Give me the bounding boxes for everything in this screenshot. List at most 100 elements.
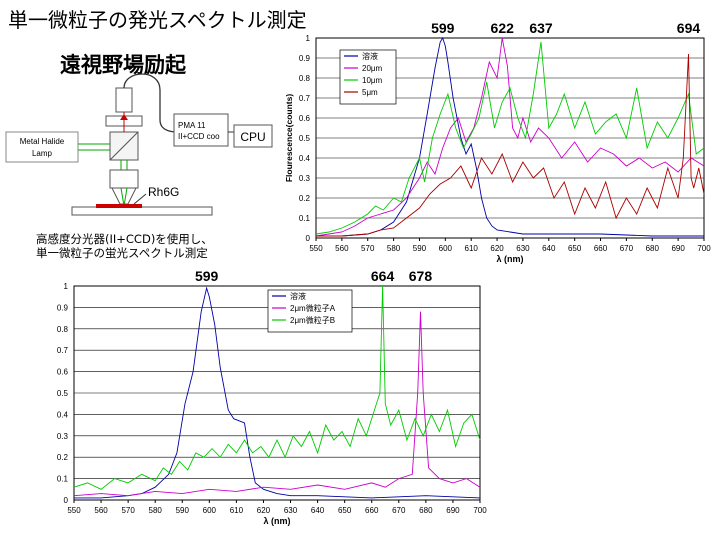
x-tick-label: 560 xyxy=(94,506,108,515)
caption-line-1: 高感度分光器(II+CCD)を使用し、 xyxy=(36,232,213,246)
rh6g-sample xyxy=(96,204,142,208)
apparatus-diagram: Metal Halide Lamp PMA 11 II+CCD coo CPU … xyxy=(5,73,273,216)
x-tick-label: 670 xyxy=(620,244,634,253)
objective-tip xyxy=(111,187,137,205)
legend-entry: 溶液 xyxy=(290,291,306,301)
detector-box xyxy=(173,113,229,147)
y-tick-label: 0.3 xyxy=(299,174,311,183)
x-tick-label: 640 xyxy=(311,506,325,515)
lamp-box xyxy=(5,131,79,163)
y-tick-label: 0.8 xyxy=(299,74,311,83)
y-tick-label: 0.5 xyxy=(57,389,69,398)
y-tick-label: 0.1 xyxy=(57,475,69,484)
y-tick-label: 0.5 xyxy=(299,134,311,143)
x-tick-label: 650 xyxy=(568,244,582,253)
beam-splitter-diagonal xyxy=(109,131,139,161)
x-tick-label: 690 xyxy=(446,506,460,515)
optical-fiber xyxy=(123,73,179,133)
peak-annotation: 664 xyxy=(371,268,395,284)
peak-annotation: 599 xyxy=(195,268,219,284)
x-axis-label: λ (nm) xyxy=(497,254,524,264)
y-tick-label: 0.9 xyxy=(299,54,311,63)
y-tick-label: 0.4 xyxy=(57,410,69,419)
x-axis-label: λ (nm) xyxy=(264,516,291,526)
y-tick-label: 0.4 xyxy=(299,154,311,163)
peak-annotation: 599 xyxy=(431,20,455,36)
sample-pointer xyxy=(133,193,147,205)
legend: 溶液 20μm 10μm 5μm xyxy=(339,49,397,105)
series-line xyxy=(74,286,481,499)
legend-entry: 溶液 xyxy=(362,51,378,61)
x-tick-label: 550 xyxy=(67,506,81,515)
x-tick-label: 570 xyxy=(361,244,375,253)
legend-box xyxy=(339,49,397,105)
legend: 溶液 2μm微粒子A 2μm微粒子B xyxy=(267,289,353,333)
beam-line xyxy=(120,187,125,207)
x-tick-label: 700 xyxy=(473,506,487,515)
caption-line-2: 単一微粒子の蛍光スペクトル測定 xyxy=(36,246,208,260)
x-tick-label: 660 xyxy=(594,244,608,253)
detector-label-line2: II+CCD coo xyxy=(178,132,220,141)
cpu-box xyxy=(233,124,273,148)
fluorescence-chart-top: 0 0.1 0.2 0.3 0.4 0.5 0.6 0.7 0.8 0.9 1 550 560 570 58… xyxy=(284,20,711,264)
x-tick-label: 630 xyxy=(284,506,298,515)
detector-label-line1: PMA 11 xyxy=(178,121,206,130)
legend-entry: 10μm xyxy=(362,76,383,85)
legend-entry: 5μm xyxy=(362,88,378,97)
x-tick-label: 580 xyxy=(149,506,163,515)
series-line xyxy=(316,53,705,237)
x-tick-label: 560 xyxy=(335,244,349,253)
x-tick-label: 630 xyxy=(516,244,530,253)
cpu-label: CPU xyxy=(240,130,265,144)
x-tick-label: 590 xyxy=(176,506,190,515)
x-tick-label: 620 xyxy=(257,506,271,515)
y-tick-label: 0 xyxy=(306,234,311,243)
legend-entry: 20μm xyxy=(362,64,383,73)
x-tick-label: 580 xyxy=(387,244,401,253)
lamp-label-line1: Metal Halide xyxy=(20,137,65,146)
emission-arrow xyxy=(120,114,128,120)
fluorescence-chart-bottom: 0 0.1 0.2 0.3 0.4 0.5 0.6 0.7 0.8 0.9 1 550 560 570 58… xyxy=(57,268,487,526)
method-caption: 高感度分光器(II+CCD)を使用し、 単一微粒子の蛍光スペクトル測定 xyxy=(36,232,213,260)
peak-annotation: 694 xyxy=(677,20,701,36)
y-tick-label: 0.6 xyxy=(299,114,311,123)
lamp-label-line2: Lamp xyxy=(32,149,53,158)
objective-lens xyxy=(109,169,139,189)
x-tick-label: 690 xyxy=(671,244,685,253)
x-tick-label: 660 xyxy=(365,506,379,515)
relay-lens xyxy=(115,87,133,113)
legend-entry: 2μm微粒子B xyxy=(290,315,335,325)
y-tick-label: 1 xyxy=(64,282,69,291)
x-tick-label: 680 xyxy=(646,244,660,253)
legend-entry: 2μm微粒子A xyxy=(290,303,336,313)
y-tick-label: 0.2 xyxy=(299,194,311,203)
x-tick-label: 610 xyxy=(465,244,479,253)
y-tick-label: 0.8 xyxy=(57,325,69,334)
peak-annotation: 622 xyxy=(491,20,515,36)
x-tick-label: 570 xyxy=(121,506,135,515)
x-tick-label: 600 xyxy=(203,506,217,515)
x-tick-label: 670 xyxy=(392,506,406,515)
x-tick-label: 590 xyxy=(413,244,427,253)
x-tick-label: 600 xyxy=(439,244,453,253)
y-tick-label: 0.1 xyxy=(299,214,311,223)
y-tick-label: 0.7 xyxy=(299,94,311,103)
series-line xyxy=(73,311,481,497)
x-tick-label: 620 xyxy=(490,244,504,253)
slide-title: 単一微粒子の発光スペクトル測定 xyxy=(8,8,307,32)
x-tick-label: 550 xyxy=(309,244,323,253)
x-tick-label: 680 xyxy=(419,506,433,515)
legend-box xyxy=(267,289,353,333)
x-tick-label: 640 xyxy=(542,244,556,253)
peak-annotation: 678 xyxy=(409,268,433,284)
series-line xyxy=(315,37,705,237)
y-tick-label: 0.6 xyxy=(57,368,69,377)
y-tick-label: 1 xyxy=(306,34,311,43)
y-tick-label: 0.2 xyxy=(57,453,69,462)
y-axis-label: Flourescence(counts) xyxy=(284,94,294,182)
y-tick-label: 0.3 xyxy=(57,432,69,441)
x-tick-label: 610 xyxy=(230,506,244,515)
beam-line xyxy=(123,187,128,207)
y-tick-label: 0 xyxy=(64,496,69,505)
slide-subtitle: 遠視野場励起 xyxy=(60,53,186,77)
